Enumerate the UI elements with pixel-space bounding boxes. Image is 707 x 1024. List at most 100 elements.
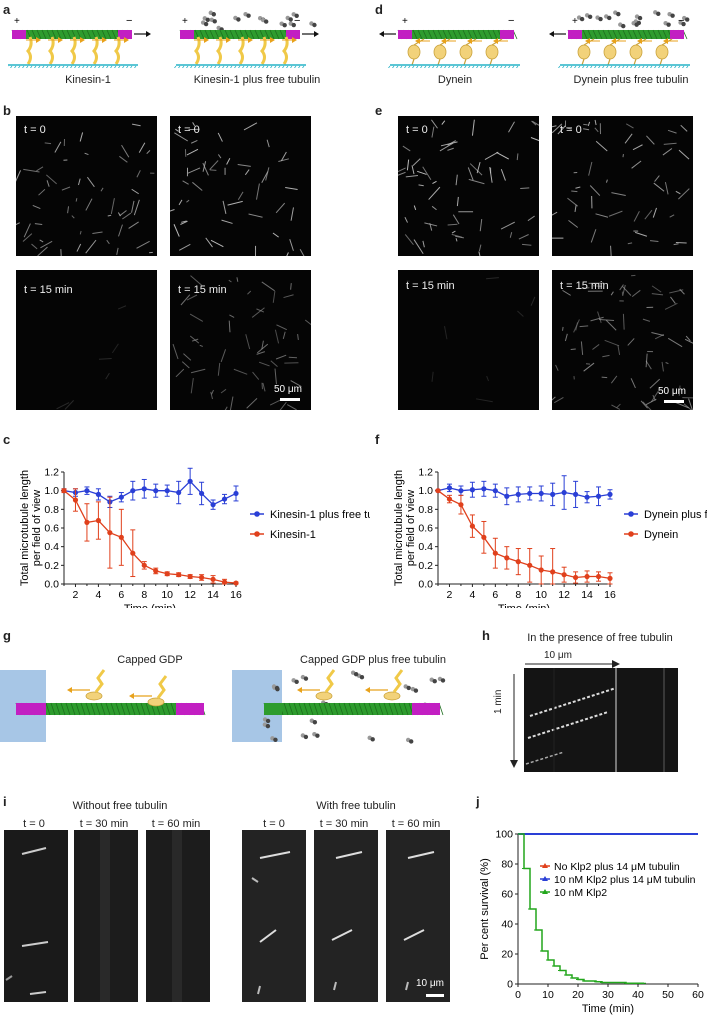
kinesin-motor <box>260 36 267 65</box>
microtubule-filament <box>670 296 676 304</box>
lattice-stripe <box>472 29 478 40</box>
microtubule-filament <box>261 281 275 292</box>
microtubule-filament <box>646 135 655 145</box>
surface-hatch <box>98 65 101 68</box>
filaments <box>170 122 305 256</box>
micrograph-kinesin-tubulin-t0: t = 0 <box>170 116 311 256</box>
free-tubulin <box>246 13 251 18</box>
lattice-stripe <box>229 29 235 40</box>
microtubule-filament <box>183 353 192 361</box>
surface-hatch <box>134 65 137 68</box>
surface-hatch <box>9 65 13 68</box>
lattice-stripe <box>353 702 359 716</box>
microtubule-filament <box>675 190 681 195</box>
microtubule-filament <box>105 372 110 380</box>
microtubule-filament <box>186 199 190 203</box>
data-point <box>550 491 556 497</box>
free-tubulin <box>670 13 675 18</box>
without-tubulin-title: Without free tubulin <box>72 800 168 812</box>
micro-i-without-t30 <box>74 830 138 1002</box>
surface-hatch <box>618 65 621 68</box>
microtubule-filament <box>199 344 203 347</box>
klp2-motor <box>315 691 333 701</box>
data-point <box>107 530 113 536</box>
microtubule-filament <box>229 396 234 410</box>
microtubule-filament <box>521 243 532 246</box>
kymograph-image <box>524 668 678 772</box>
micro-i-without-t0 <box>4 830 68 1002</box>
microtubule-filament <box>243 122 258 131</box>
free-tubulin <box>634 22 639 27</box>
microtubule-filament <box>202 162 209 176</box>
x-tick-label: 6 <box>492 589 498 601</box>
lattice-stripe <box>125 702 131 716</box>
data-point <box>61 488 67 494</box>
dynein-motor <box>603 44 617 60</box>
microtubule-filament <box>34 223 43 225</box>
surface-hatch <box>206 65 209 68</box>
lattice-stripe <box>31 29 37 40</box>
y-tick-label: 1.0 <box>418 485 433 497</box>
microtubule-filament <box>187 167 201 174</box>
microtubule <box>11 29 132 40</box>
free-tubulin <box>359 675 365 680</box>
legend-marker <box>254 511 260 517</box>
time-label: t = 0 <box>560 124 582 136</box>
microtubule-filament <box>136 170 141 178</box>
microtubule-filament <box>190 368 206 374</box>
free-tubulin <box>294 13 299 18</box>
microtubule-filament <box>274 329 280 344</box>
microtubule-filament <box>592 344 600 350</box>
lattice-stripe <box>422 29 428 40</box>
free-tubulin <box>263 19 269 24</box>
microtubule-filament <box>622 284 626 297</box>
surface-hatch <box>230 65 233 68</box>
y-tick-label: 1.0 <box>44 485 59 497</box>
microtubule-filament <box>479 218 483 232</box>
microtubule-filament <box>84 152 89 156</box>
cap-right <box>286 30 300 39</box>
microtubule-filament <box>23 168 40 173</box>
panel-label-c: c <box>3 432 11 447</box>
microtubule-filament <box>552 211 558 216</box>
free-tubulin <box>288 17 293 22</box>
movement-arrow-head <box>365 687 370 693</box>
x-tick-label: 0 <box>515 989 521 1001</box>
klp2-stalk <box>94 669 106 693</box>
microtubule-filament <box>175 368 185 378</box>
lattice-stripe <box>66 29 72 40</box>
chart-kinesin-length: 0.0 0.2 0.4 0.6 0.8 1.0 1.2 2 4 6 8 10 12 14 16 Time (m… <box>19 467 370 609</box>
filaments <box>331 851 363 991</box>
microtubule-filament <box>22 233 33 242</box>
microtubule-filament <box>40 240 53 249</box>
lattice-stripe <box>170 702 176 716</box>
microtubule-filament <box>631 160 642 169</box>
microtubule-filament <box>665 362 669 365</box>
microtubule <box>397 29 518 40</box>
surface-hatch <box>512 65 515 68</box>
data-point <box>435 488 441 494</box>
surface-hatch <box>472 65 475 68</box>
y-axis-label: Per cent survival (%) <box>479 858 491 959</box>
lattice-stripe <box>100 702 106 716</box>
surface-hatch <box>444 65 447 68</box>
microtubule-filament <box>226 157 231 165</box>
kinesin-schematic: + − + − <box>8 10 319 68</box>
surface-hatch <box>262 65 265 68</box>
step-arrow-head <box>467 38 472 44</box>
legend-label: Dynein <box>644 529 678 541</box>
lattice-stripe <box>378 702 384 716</box>
microtubule-filament <box>616 403 621 409</box>
data-point <box>584 494 590 500</box>
microtubule-filament <box>440 141 458 147</box>
microtubule-filament <box>662 148 673 156</box>
lattice-stripe <box>110 702 116 716</box>
time-label-60: t = 60 min <box>391 818 441 830</box>
microtubule-filament <box>110 198 115 215</box>
microtubule-filament <box>210 239 224 248</box>
microtubule-filament <box>86 176 95 188</box>
free-tubulin <box>370 737 375 742</box>
x-tick-label: 6 <box>118 589 124 601</box>
lattice-stripe <box>288 702 294 716</box>
microtubule-filament <box>16 222 20 226</box>
